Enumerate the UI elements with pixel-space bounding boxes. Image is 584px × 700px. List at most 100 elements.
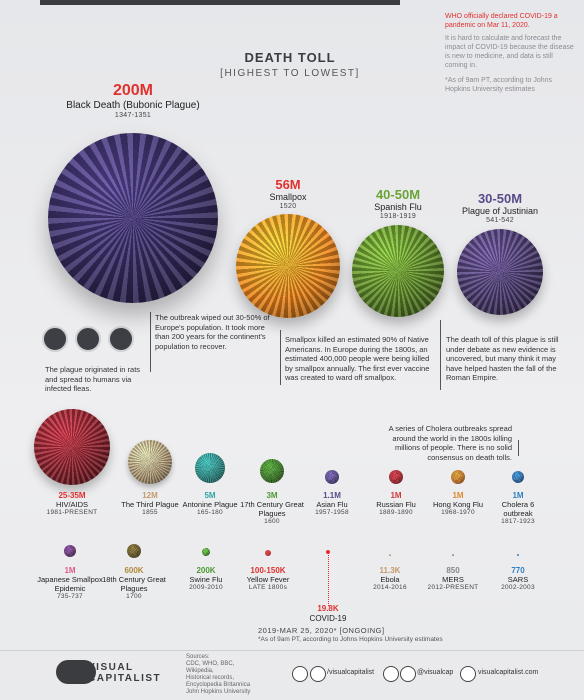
facebook-icon[interactable] (292, 666, 308, 682)
annotation-line (150, 312, 151, 372)
pandemic-name: Antonine Plague (182, 500, 238, 509)
pandemic-toll: 5M (204, 491, 216, 500)
source-line: Encyclopedia Britannica (186, 682, 251, 688)
pandemic-toll: 100-150K (250, 566, 286, 575)
pandemic-toll: 600K (124, 566, 144, 575)
pandemic-name: Ebola (380, 575, 400, 584)
note-footnote: *As of 9am PT, according to Johns Hopkin… (445, 77, 552, 93)
pandemic-label: 30-50M Plague of Justinian 541-542 (445, 191, 555, 224)
pandemic-toll: 850 (446, 566, 460, 575)
covid-footnote: *As of 9am PT, according to Johns Hopkin… (258, 636, 443, 643)
sources: Sources: CDC, WHO, BBC, Wikipedia, Historic… (186, 654, 250, 696)
annotation: The outbreak wiped out 30-50% of Europe'… (155, 313, 270, 351)
pandemic-sphere (195, 453, 225, 483)
top-bar (40, 0, 400, 5)
pandemic-years: 1918-1919 (379, 212, 417, 220)
pandemic-years: 1968-1970 (441, 509, 475, 516)
pandemic-years: 1347-1351 (114, 111, 152, 119)
pandemic-label: 11.3K Ebola 2014-2016 (355, 566, 425, 591)
pandemic-years: 541-542 (486, 216, 514, 224)
pandemic-toll: 200K (196, 566, 216, 575)
logo-text: VISUAL (88, 662, 134, 673)
pandemic-sphere (260, 459, 284, 483)
pandemic-years: 1520 (279, 202, 297, 210)
annotation-line (518, 440, 519, 456)
pandemic-toll: 1M (64, 566, 76, 575)
pandemic-toll: 1M (512, 491, 524, 500)
pandemic-name: SARS (507, 575, 529, 584)
pandemic-toll: 11.3K (379, 566, 401, 575)
pandemic-years: 735-737 (57, 593, 83, 600)
pandemic-name: Hong Kong Flu (432, 500, 484, 509)
pandemic-label: 770 SARS 2002-2003 (483, 566, 553, 591)
instagram-icon[interactable] (400, 666, 416, 682)
annotation: A series of Cholera outbreaks spread aro… (388, 424, 512, 462)
pandemic-sphere (265, 550, 271, 556)
pandemic-label: 1M Hong Kong Flu 1968-1970 (423, 491, 493, 516)
logo-text: CAPITALIST (88, 673, 162, 684)
pandemic-toll: 770 (511, 566, 525, 575)
web-icon[interactable] (460, 666, 476, 682)
pandemic-name: Plague of Justinian (461, 206, 539, 216)
pandemic-sphere (517, 554, 519, 556)
pandemic-toll: 30-50M (477, 191, 523, 206)
pandemic-name: Smallpox (269, 192, 307, 202)
pandemic-name: Japanese Smallpox Epidemic (37, 575, 103, 593)
subtitle: [HIGHEST TO LOWEST] (220, 68, 360, 79)
human-icon (108, 326, 134, 352)
pandemic-years: 1855 (142, 509, 158, 516)
pandemic-years: 1981-PRESENT (46, 509, 98, 516)
twitter-icon[interactable] (383, 666, 399, 682)
covid-toll: 19.8K (317, 604, 339, 613)
annotation: The plague originated in rats and spread… (45, 365, 141, 393)
pandemic-sphere (64, 545, 76, 557)
pandemic-name: Cholera 6 outbreak (501, 500, 535, 518)
pandemic-years: 2009-2010 (189, 584, 223, 591)
pandemic-sphere (34, 409, 110, 485)
pandemic-sphere (127, 544, 141, 558)
pandemic-label: 600K 18th Century Great Plagues 1700 (94, 566, 174, 600)
annotation-line (280, 330, 281, 385)
pandemic-toll: 200M (112, 82, 154, 99)
pandemic-years: LATE 1800s (248, 584, 288, 591)
pandemic-label: 200M Black Death (Bubonic Plague) 1347-135… (33, 82, 233, 119)
pandemic-sphere (512, 471, 524, 483)
pandemic-years: 165-180 (197, 509, 223, 516)
social-link[interactable]: /visualcapitalist (327, 669, 375, 676)
pandemic-years: 2014-2016 (373, 584, 407, 591)
pandemic-sphere (202, 548, 210, 556)
pandemic-years: 1957-1958 (315, 509, 349, 516)
social-link[interactable]: visualcapitalist.com (478, 669, 539, 676)
rat-icon (42, 326, 68, 352)
pandemic-name: Swine Flu (189, 575, 223, 584)
title: DEATH TOLL (244, 50, 336, 65)
social-link[interactable]: @visualcap (417, 669, 454, 676)
pandemic-sphere (452, 554, 454, 556)
pandemic-label: 200K Swine Flu 2009-2010 (171, 566, 241, 591)
pandemic-years: 2002-2003 (501, 584, 535, 591)
source-line: John Hopkins University (186, 689, 251, 695)
covid-dot (326, 550, 330, 554)
pandemic-years: 1600 (264, 518, 280, 525)
pandemic-toll: 3M (266, 491, 278, 500)
pandemic-label: 1.1M Asian Flu 1957-1958 (297, 491, 367, 516)
pandemic-label: 12M The Third Plague 1855 (110, 491, 190, 516)
pandemic-toll: 56M (275, 177, 301, 192)
source-line: Wikipedia, (186, 668, 214, 674)
pandemic-sphere (389, 554, 391, 556)
pandemic-name: The Third Plague (121, 500, 179, 509)
youtube-icon[interactable] (310, 666, 326, 682)
pandemic-toll: 1M (390, 491, 402, 500)
pandemic-label: 850 MERS 2012-PRESENT (418, 566, 488, 591)
logo-mark (56, 660, 96, 684)
pandemic-sphere (128, 440, 172, 484)
covid-name: COVID-19 (309, 614, 347, 623)
pandemic-label: 1M Russian Flu 1889-1890 (361, 491, 431, 516)
pandemic-name: Yellow Fever (246, 575, 290, 584)
pandemic-label: 3M 17th Century Great Plagues 1600 (232, 491, 312, 525)
pandemic-sphere (48, 133, 218, 303)
pandemic-label: 25-35M HIV/AIDS 1981-PRESENT (27, 491, 117, 516)
pandemic-sphere (325, 470, 339, 484)
annotation: The death toll of this plague is still u… (446, 335, 559, 382)
